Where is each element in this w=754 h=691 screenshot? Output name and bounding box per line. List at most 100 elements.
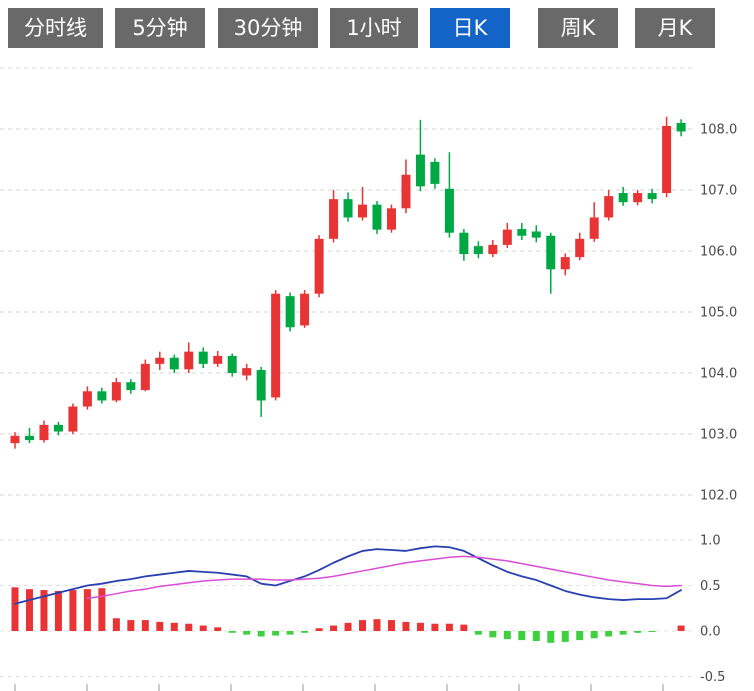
macd-histogram-bar: [590, 631, 598, 639]
macd-histogram-bar: [69, 590, 77, 631]
tab-1hour[interactable]: 1小时: [330, 8, 418, 48]
candle-body-down: [372, 204, 382, 230]
candle-body-down: [517, 229, 527, 236]
candle-body-up: [10, 435, 20, 444]
candle-body-down: [53, 424, 63, 432]
macd-histogram-bar: [228, 631, 236, 633]
macd-histogram-bar: [576, 631, 584, 641]
macd-histogram-bar: [185, 623, 193, 631]
candle-body-down: [97, 391, 107, 401]
macd-histogram-bar: [416, 622, 424, 631]
macd-histogram-bar: [156, 621, 164, 631]
macd-histogram-bar: [141, 620, 149, 631]
candle-body-up: [314, 238, 324, 294]
price-axis-label: 106.0: [700, 245, 737, 260]
candle-body-up: [488, 244, 498, 255]
price-panel: [10, 116, 686, 449]
candle-body-up: [213, 355, 223, 364]
candle-body-down: [227, 355, 237, 373]
indicator-axis-label: -0.5: [700, 670, 725, 685]
macd-histogram-bar: [402, 621, 410, 631]
candle-body-down: [430, 161, 440, 184]
tab-5min[interactable]: 5分钟: [115, 8, 205, 48]
macd-histogram-bar: [83, 589, 91, 631]
candle-body-up: [300, 293, 310, 326]
candle-body-down: [169, 357, 179, 370]
price-axis-label: 103.0: [700, 428, 737, 443]
macd-histogram-bar: [474, 631, 482, 635]
candle-body-down: [256, 369, 266, 401]
macd-histogram-bar: [199, 625, 207, 631]
macd-histogram-bar: [547, 631, 555, 643]
macd-histogram-bar: [40, 590, 48, 631]
candle-body-down: [618, 193, 628, 203]
candle-body-up: [502, 229, 512, 245]
candle-body-up: [155, 357, 165, 364]
tab-timeshare[interactable]: 分时线: [8, 8, 103, 48]
macd-histogram-bar: [127, 620, 135, 631]
tab-monthly-k[interactable]: 月K: [635, 8, 715, 48]
macd-histogram-bar: [634, 631, 642, 633]
macd-histogram-bar: [518, 631, 526, 641]
candle-body-up: [401, 174, 411, 209]
macd-histogram-bar: [257, 631, 265, 637]
price-axis-label: 102.0: [700, 489, 737, 504]
macd-histogram-bar: [301, 631, 309, 633]
macd-histogram-bar: [431, 623, 439, 631]
macd-histogram-bar: [460, 624, 468, 631]
macd-histogram-bar: [315, 628, 323, 631]
candle-body-up: [111, 382, 121, 401]
tab-weekly-k[interactable]: 周K: [538, 8, 618, 48]
candle-body-down: [546, 235, 556, 270]
candle-body-up: [242, 368, 252, 376]
macd-histogram-bar: [112, 618, 120, 631]
candle-body-up: [604, 196, 614, 218]
macd-histogram-bar: [387, 620, 395, 631]
macd-histogram-bar: [330, 625, 338, 631]
macd-histogram-bar: [25, 589, 33, 631]
macd-panel: [11, 545, 685, 643]
macd-histogram-bar: [503, 631, 511, 640]
candle-body-up: [140, 363, 150, 391]
macd-histogram-bar: [359, 620, 367, 631]
candle-body-up: [575, 238, 585, 258]
candle-body-down: [444, 188, 454, 233]
candle-body-up: [560, 257, 570, 270]
macd-histogram-bar: [170, 622, 178, 631]
candle-body-up: [82, 391, 92, 407]
macd-histogram-bar: [98, 588, 106, 631]
macd-histogram-bar: [648, 631, 656, 632]
candle-body-down: [415, 154, 425, 187]
indicator-axis-label: 0.5: [700, 579, 721, 594]
macd-histogram-bar: [272, 631, 280, 636]
candle-body-up: [633, 193, 643, 203]
macd-histogram-bar: [619, 631, 627, 635]
price-axis-label: 104.0: [700, 367, 737, 382]
macd-dea-line: [86, 555, 682, 599]
price-axis-label: 108.0: [700, 123, 737, 138]
macd-histogram-bar: [677, 625, 685, 631]
candle-body-down: [198, 351, 208, 364]
macd-histogram-bar: [561, 631, 569, 642]
axis-labels: 108.0 107.0 106.0 105.0 104.0 103.0 102.0 1.0 0.…: [14, 123, 737, 691]
tab-30min[interactable]: 30分钟: [218, 8, 318, 48]
interval-tabbar: 分时线 5分钟 30分钟 1小时 日K 周K 月K: [0, 0, 754, 56]
candle-body-up: [358, 204, 368, 218]
tab-daily-k[interactable]: 日K: [430, 8, 510, 48]
candle-body-up: [386, 208, 396, 230]
macd-histogram-bar: [373, 619, 381, 631]
candle-body-down: [531, 231, 541, 238]
macd-dif-line: [14, 545, 682, 605]
candle-body-down: [126, 382, 136, 391]
macd-histogram-bar: [445, 623, 453, 631]
candle-body-up: [662, 125, 672, 194]
candle-body-down: [676, 122, 686, 132]
candle-body-up: [184, 351, 194, 370]
indicator-axis-label: 0.0: [700, 625, 721, 640]
macd-histogram-bar: [286, 631, 294, 635]
macd-histogram-bar: [605, 631, 613, 637]
candle-body-up: [589, 217, 599, 239]
candle-body-down: [459, 232, 469, 255]
